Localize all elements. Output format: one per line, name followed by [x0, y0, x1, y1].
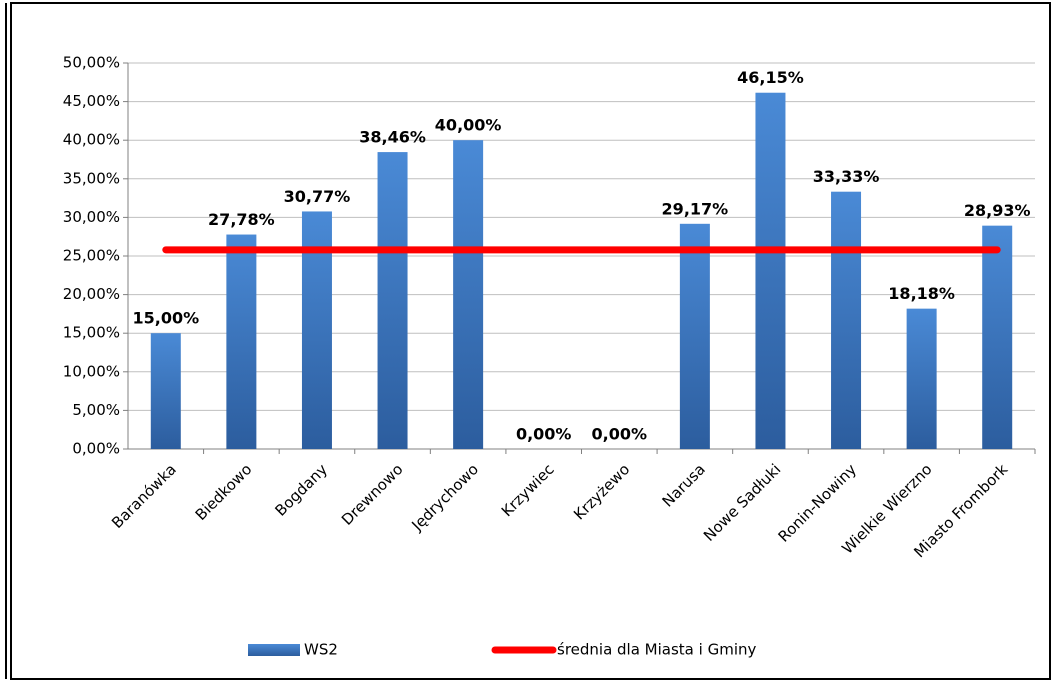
x-tick-label: Krzywiec: [498, 460, 558, 520]
y-tick-label: 20,00%: [63, 285, 120, 303]
y-tick-label: 40,00%: [63, 131, 120, 149]
legend-label: WS2: [304, 641, 338, 659]
y-tick-label: 50,00%: [63, 54, 120, 72]
x-tick-label: Nowe Sadłuki: [700, 460, 785, 545]
value-label: 40,00%: [435, 116, 502, 135]
legend-label: średnia dla Miasta i Gminy: [557, 641, 756, 659]
y-tick-label: 45,00%: [63, 92, 120, 110]
legend-swatch: [248, 644, 300, 656]
y-tick-label: 30,00%: [63, 208, 120, 226]
y-tick-label: 10,00%: [63, 362, 120, 380]
value-label: 30,77%: [284, 187, 351, 206]
bar: [453, 140, 484, 449]
value-label: 15,00%: [132, 309, 199, 328]
bar: [226, 234, 257, 449]
y-tick-label: 25,00%: [63, 247, 120, 265]
x-tick-label: Jędrychowo: [407, 460, 482, 535]
bar: [679, 223, 710, 449]
value-label: 0,00%: [592, 425, 648, 444]
value-label: 33,33%: [813, 167, 880, 186]
bar: [831, 191, 862, 450]
x-tick-label: Ronin-Nowiny: [775, 460, 860, 545]
y-tick-label: 15,00%: [63, 324, 120, 342]
bar: [755, 92, 786, 450]
bar: [906, 308, 937, 449]
x-tick-label: Baranówka: [108, 460, 180, 532]
value-label: 28,93%: [964, 201, 1031, 220]
x-tick-label: Biedkowo: [192, 460, 256, 524]
frame: [10, 2, 1051, 680]
value-label: 18,18%: [888, 284, 955, 303]
value-label: 38,46%: [359, 128, 426, 147]
y-tick-label: 0,00%: [72, 440, 120, 458]
bar: [982, 225, 1013, 449]
value-label: 0,00%: [516, 425, 572, 444]
bar: [377, 152, 408, 449]
value-label: 27,78%: [208, 210, 275, 229]
x-tick-label: Narusa: [659, 460, 709, 510]
value-label: 46,15%: [737, 68, 804, 87]
x-tick-label: Krzyżewo: [570, 460, 633, 523]
value-label: 29,17%: [662, 199, 729, 218]
x-tick-label: Drewnowo: [338, 460, 407, 529]
bar: [150, 333, 181, 449]
y-tick-label: 35,00%: [63, 169, 120, 187]
y-tick-label: 5,00%: [72, 401, 120, 419]
x-tick-label: Bogdany: [272, 460, 332, 520]
